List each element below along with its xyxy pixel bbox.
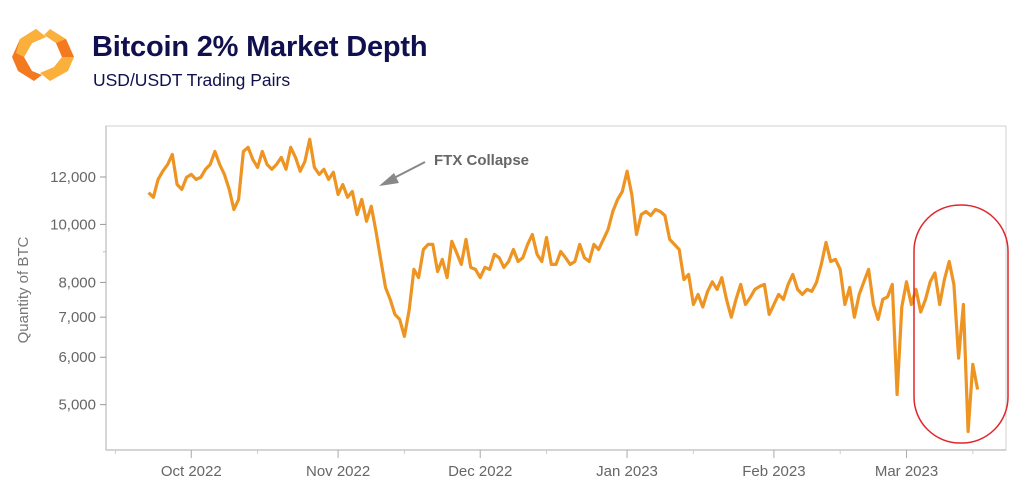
y-tick-label: 6,000 xyxy=(58,349,96,366)
x-tick-label: Nov 2022 xyxy=(306,463,370,480)
x-tick-label: Feb 2023 xyxy=(742,463,805,480)
annotation-arrow-line xyxy=(391,161,426,180)
y-axis-title: Quantity of BTC xyxy=(15,236,32,343)
y-tick-label: 12,000 xyxy=(50,169,96,186)
x-tick-label: Dec 2022 xyxy=(448,463,512,480)
logo-icon xyxy=(12,29,74,81)
logo-left-bracket-highlight xyxy=(16,29,46,57)
y-tick-label: 7,000 xyxy=(58,309,96,326)
ftx-annotation: FTX Collapse xyxy=(379,152,529,186)
page-title: Bitcoin 2% Market Depth xyxy=(92,31,428,63)
y-tick-label: 5,000 xyxy=(58,397,96,414)
x-tick-label: Jan 2023 xyxy=(596,463,658,480)
x-tick-label: Oct 2022 xyxy=(161,463,222,480)
page-subtitle: USD/USDT Trading Pairs xyxy=(93,70,291,90)
logo-right-bracket-shade xyxy=(56,39,74,57)
highlight-ellipse xyxy=(913,204,1009,444)
annotation-arrowhead-icon xyxy=(379,173,399,186)
series-line xyxy=(147,137,980,434)
y-tick-label: 8,000 xyxy=(58,274,96,291)
annotation-ftx-collapse: FTX Collapse xyxy=(434,152,529,169)
x-tick-label: Mar 2023 xyxy=(875,463,938,480)
y-tick-label: 10,000 xyxy=(50,216,96,233)
